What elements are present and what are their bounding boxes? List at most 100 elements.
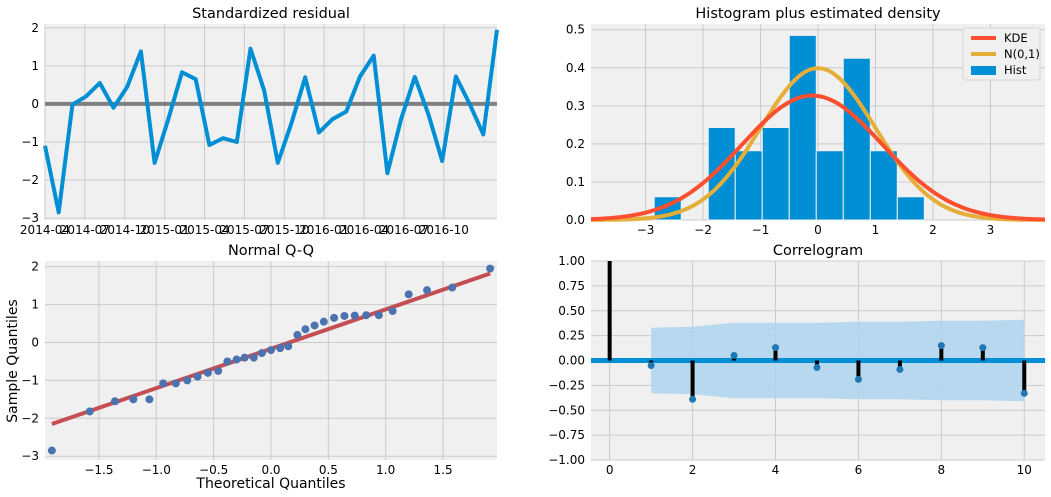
acf-marker <box>896 365 904 373</box>
x-tick-label: −1.0 <box>142 463 171 477</box>
qq-point <box>374 311 383 320</box>
x-tick-label: −3 <box>637 223 655 237</box>
y-tick-label: 1.00 <box>558 254 585 268</box>
histogram-bar <box>869 150 898 221</box>
histogram-bar <box>815 150 844 221</box>
x-tick-label: 2016-10 <box>419 223 469 237</box>
y-tick-label: −3 <box>21 211 39 225</box>
y-tick-label: 0.4 <box>566 61 585 75</box>
x-tick-labels: 2014-042014-072014-102015-012015-042015-… <box>20 223 469 237</box>
y-tick-labels: −1.00 −0.75 −0.50 −0.25 0.00 0.25 0.50 0.75 1.00 <box>548 254 585 467</box>
histogram-bars <box>653 34 925 221</box>
acf-stems <box>607 261 1028 403</box>
qq-point <box>350 311 359 320</box>
x-tick-label: 2 <box>929 223 937 237</box>
x-tick-label: 1.5 <box>434 463 453 477</box>
y-tick-label: 0.5 <box>566 23 585 37</box>
y-tick-label: 1 <box>31 59 39 73</box>
qq-point <box>171 379 180 388</box>
qq-points <box>47 264 495 455</box>
x-tick-label: 2015-01 <box>140 223 190 237</box>
y-tick-label: 2 <box>31 21 39 35</box>
qq-point <box>159 379 168 388</box>
panel-normal-qq: Normal Q-Q −3 −2 −1 0 1 2 −1.5 −1.0 −0.5 0.0 0.5 1… <box>5 243 497 492</box>
histogram-bar <box>896 196 925 221</box>
y-tick-label: 0.3 <box>566 99 585 113</box>
qq-point <box>193 372 202 381</box>
x-tick-label: 2014-10 <box>100 223 150 237</box>
qq-point <box>145 395 154 404</box>
qq-point <box>85 407 94 416</box>
qq-point <box>293 330 302 339</box>
panel-correlogram: Correlogram −1.00 −0.75 −0.50 −0.25 0.00 0.25… <box>548 243 1045 477</box>
acf-marker <box>730 352 738 360</box>
chart-title: Histogram plus estimated density <box>695 6 941 22</box>
qq-point <box>223 357 232 366</box>
y-tick-label: 1 <box>31 298 39 312</box>
y-tick-label: −1 <box>21 135 39 149</box>
x-tick-label: 0.5 <box>319 463 338 477</box>
qq-point <box>203 368 212 377</box>
x-tick-label: 2015-04 <box>179 223 229 237</box>
acf-marker <box>772 344 780 352</box>
acf-marker <box>689 395 697 403</box>
qq-point <box>47 446 56 455</box>
acf-marker <box>647 361 655 369</box>
y-tick-label: −3 <box>21 449 39 463</box>
x-tick-label: 2015-10 <box>259 223 309 237</box>
qq-point <box>110 397 119 406</box>
qq-point <box>423 286 432 295</box>
acf-marker <box>854 375 862 383</box>
histogram-bar <box>842 57 871 221</box>
x-tick-label: 4 <box>772 463 780 477</box>
qq-point <box>310 321 319 330</box>
y-tick-label: −0.25 <box>548 378 585 392</box>
x-tick-label: 2016-07 <box>379 223 429 237</box>
x-tick-label: 1.0 <box>376 463 395 477</box>
y-tick-label: 0.0 <box>566 213 585 227</box>
qq-point <box>404 290 413 299</box>
qq-point <box>362 311 371 320</box>
x-tick-label: −0.5 <box>199 463 228 477</box>
y-tick-label: 0.1 <box>566 175 585 189</box>
x-tick-label: 10 <box>1017 463 1032 477</box>
x-tick-labels: −1.5 −1.0 −0.5 0.0 0.5 1.0 1.5 <box>84 463 452 477</box>
y-axis-label: Sample Quantiles <box>5 299 21 422</box>
y-tick-label: −2 <box>21 411 39 425</box>
y-tick-label: 2 <box>31 260 39 274</box>
y-tick-label: −2 <box>21 173 39 187</box>
acf-marker <box>937 342 945 350</box>
x-tick-label: 2014-07 <box>60 223 110 237</box>
qq-point <box>284 342 293 351</box>
legend-hist-swatch <box>971 66 996 75</box>
y-tick-label: 0.75 <box>558 279 585 293</box>
x-tick-label: 2016-01 <box>299 223 349 237</box>
y-tick-label: 0.50 <box>558 304 585 318</box>
qq-point <box>330 313 339 322</box>
y-tick-label: −0.75 <box>548 428 585 442</box>
y-tick-label: 0.25 <box>558 329 585 343</box>
y-tick-label: 0.00 <box>558 354 585 368</box>
x-tick-label: −2 <box>694 223 712 237</box>
legend-kde-label: KDE <box>1004 31 1028 45</box>
qq-point <box>388 307 397 316</box>
acf-marker <box>979 344 987 352</box>
qq-point <box>301 325 310 334</box>
x-tick-label: 2015-07 <box>219 223 269 237</box>
qq-point <box>319 317 328 326</box>
x-tick-label: 1 <box>872 223 880 237</box>
kde-line <box>590 93 1046 222</box>
x-tick-label: 2014-04 <box>20 223 70 237</box>
y-tick-labels: 0.0 0.1 0.2 0.3 0.4 0.5 <box>566 23 585 227</box>
qq-point <box>267 346 275 355</box>
y-tick-label: −0.50 <box>548 403 585 417</box>
x-tick-label: −1.5 <box>84 463 113 477</box>
qq-point <box>232 355 241 364</box>
qq-point <box>276 344 285 353</box>
x-tick-label: 2 <box>689 463 697 477</box>
histogram-bar <box>761 127 790 221</box>
y-tick-label: 0 <box>31 335 39 349</box>
x-tick-label: 3 <box>987 223 995 237</box>
